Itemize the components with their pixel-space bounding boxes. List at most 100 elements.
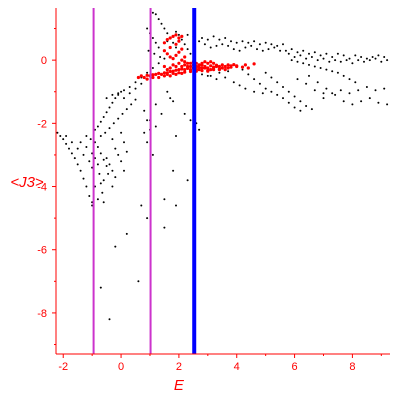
red-data-point [209,68,213,72]
black-data-point [107,172,110,175]
black-data-point [125,108,128,111]
black-data-point [276,93,279,96]
black-data-point [111,101,114,104]
x-tick-label: 4 [234,361,240,373]
red-data-point [203,60,207,64]
black-data-point [339,60,342,63]
black-data-point [163,226,166,229]
black-data-point [79,169,82,172]
black-data-point [325,87,328,90]
y-tick-label: -6 [37,245,47,257]
black-data-point [56,131,59,134]
black-data-point [299,100,302,103]
black-data-point [163,198,166,201]
black-data-point [99,286,102,289]
black-data-point [177,33,180,36]
black-data-point [147,49,150,52]
black-data-point [172,169,175,172]
black-data-point [316,59,319,62]
black-data-point [123,141,125,144]
black-data-point [336,52,339,55]
red-data-point [157,71,161,75]
black-data-point [114,147,117,150]
black-data-point [104,131,107,134]
black-data-point [360,56,363,58]
red-data-point [180,64,184,69]
black-data-point [189,52,192,55]
red-data-point [177,61,181,65]
red-data-point [180,58,184,62]
red-data-point [200,69,204,73]
black-data-point [313,89,316,92]
axes-layer [52,8,390,358]
black-data-point [368,59,371,62]
black-data-point [65,135,68,137]
black-data-point [302,49,305,52]
black-data-point [146,217,149,220]
black-data-point [85,135,88,137]
black-data-point [296,60,299,63]
black-data-point [313,65,316,68]
black-data-point [270,90,273,93]
black-data-point [287,90,290,93]
black-data-point [186,33,189,36]
black-data-point [316,81,319,84]
black-data-point [345,59,348,62]
black-data-point [198,128,201,131]
red-data-point [212,66,216,70]
black-data-point [121,112,124,115]
black-data-point [230,40,232,43]
black-data-point [250,44,253,47]
black-data-point [244,46,247,49]
black-data-point [342,100,345,103]
red-data-point [183,60,187,64]
black-data-point [186,48,189,51]
black-data-point [334,59,337,62]
red-data-point [220,66,224,70]
red-data-point [177,68,181,72]
red-data-point [165,72,169,76]
black-data-point [79,141,82,144]
red-data-point [183,70,187,74]
black-data-point [96,163,99,166]
black-data-point [114,176,117,179]
black-data-point [365,86,368,88]
black-data-point [85,185,88,188]
red-data-point [142,75,146,80]
black-data-point [175,135,177,137]
black-data-point [383,56,386,58]
red-data-point [162,64,166,69]
red-data-point [136,75,140,80]
black-data-point [59,135,62,137]
black-data-point [125,232,128,235]
black-data-point [253,78,256,81]
red-data-point [174,64,178,69]
black-data-point [140,82,143,85]
black-data-point [276,44,279,47]
black-data-point [88,195,91,197]
black-data-point [99,152,102,155]
black-data-point [111,169,114,172]
black-data-point [348,57,351,60]
black-data-point [108,127,111,130]
black-data-point [70,141,73,144]
black-data-point [336,71,339,74]
black-data-point [172,41,175,44]
black-data-point [65,142,68,145]
red-data-point [206,61,210,65]
black-data-point [212,35,215,38]
red-data-point [214,64,219,69]
black-data-point [101,191,104,194]
black-data-point [70,152,73,155]
black-data-point [163,27,166,30]
black-data-point [146,71,149,74]
black-data-point [282,43,284,46]
black-data-point [198,40,201,43]
red-data-point [223,64,227,69]
black-data-point [296,78,299,81]
black-data-point [123,97,125,100]
red-data-point [183,68,187,72]
black-data-point [328,60,331,63]
red-data-point [240,65,245,69]
red-data-point [177,36,181,40]
